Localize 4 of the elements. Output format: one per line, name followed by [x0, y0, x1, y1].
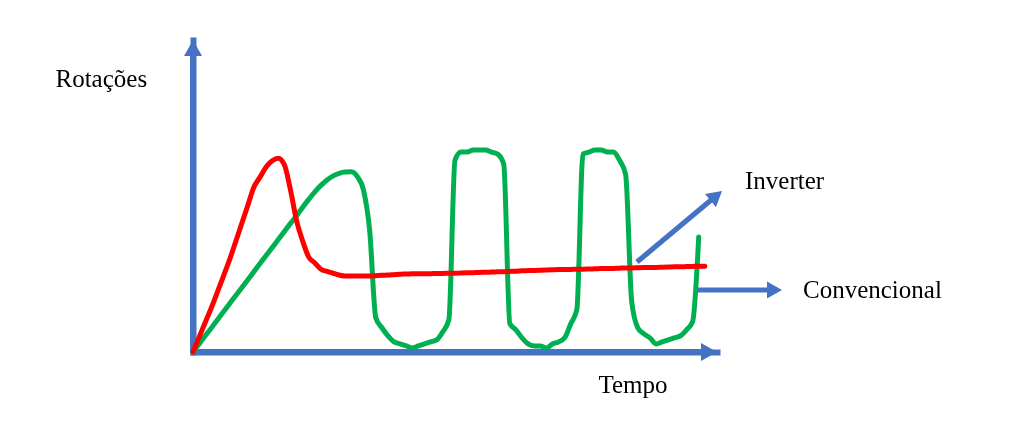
text: Inverter [745, 167, 825, 194]
y-axis-title: Rotações [55, 64, 148, 92]
text: Convencional [803, 276, 942, 303]
x-axis-title: Tempo [598, 370, 668, 398]
